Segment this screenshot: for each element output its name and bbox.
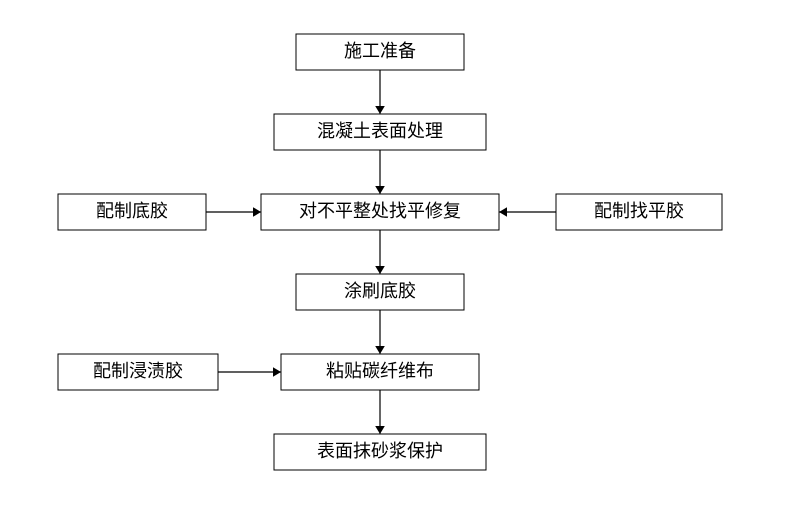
flow-node-label: 配制底胶 xyxy=(96,201,168,221)
arrow-head xyxy=(375,346,385,354)
flow-node-label: 表面抹砂浆保护 xyxy=(317,441,443,461)
flow-node: 混凝土表面处理 xyxy=(274,114,486,150)
flow-node: 表面抹砂浆保护 xyxy=(274,434,486,470)
flow-node: 施工准备 xyxy=(296,34,464,70)
arrow-head xyxy=(375,426,385,434)
flow-node-label: 施工准备 xyxy=(344,41,416,61)
flow-node-label: 配制找平胶 xyxy=(594,201,684,221)
flow-node: 配制底胶 xyxy=(58,194,206,230)
flow-node: 配制找平胶 xyxy=(556,194,722,230)
flow-node-label: 粘贴碳纤维布 xyxy=(326,361,434,381)
flow-node-label: 配制浸渍胶 xyxy=(93,361,183,381)
flow-node-label: 对不平整处找平修复 xyxy=(299,201,461,221)
flow-node-label: 涂刷底胶 xyxy=(344,281,416,301)
arrow-head xyxy=(375,106,385,114)
arrow-head xyxy=(375,266,385,274)
flowchart-canvas: 施工准备混凝土表面处理对不平整处找平修复 配制底胶 配制找平胶涂刷底胶粘贴碳纤维布 配… xyxy=(0,0,800,530)
flow-node-label: 混凝土表面处理 xyxy=(317,121,443,141)
flow-node: 配制浸渍胶 xyxy=(58,354,218,390)
arrow-head xyxy=(273,367,281,377)
arrow-head xyxy=(253,207,261,217)
flow-node: 粘贴碳纤维布 xyxy=(281,354,479,390)
flow-node: 对不平整处找平修复 xyxy=(261,194,499,230)
flow-node: 涂刷底胶 xyxy=(296,274,464,310)
arrow-head xyxy=(499,207,507,217)
arrow-head xyxy=(375,186,385,194)
